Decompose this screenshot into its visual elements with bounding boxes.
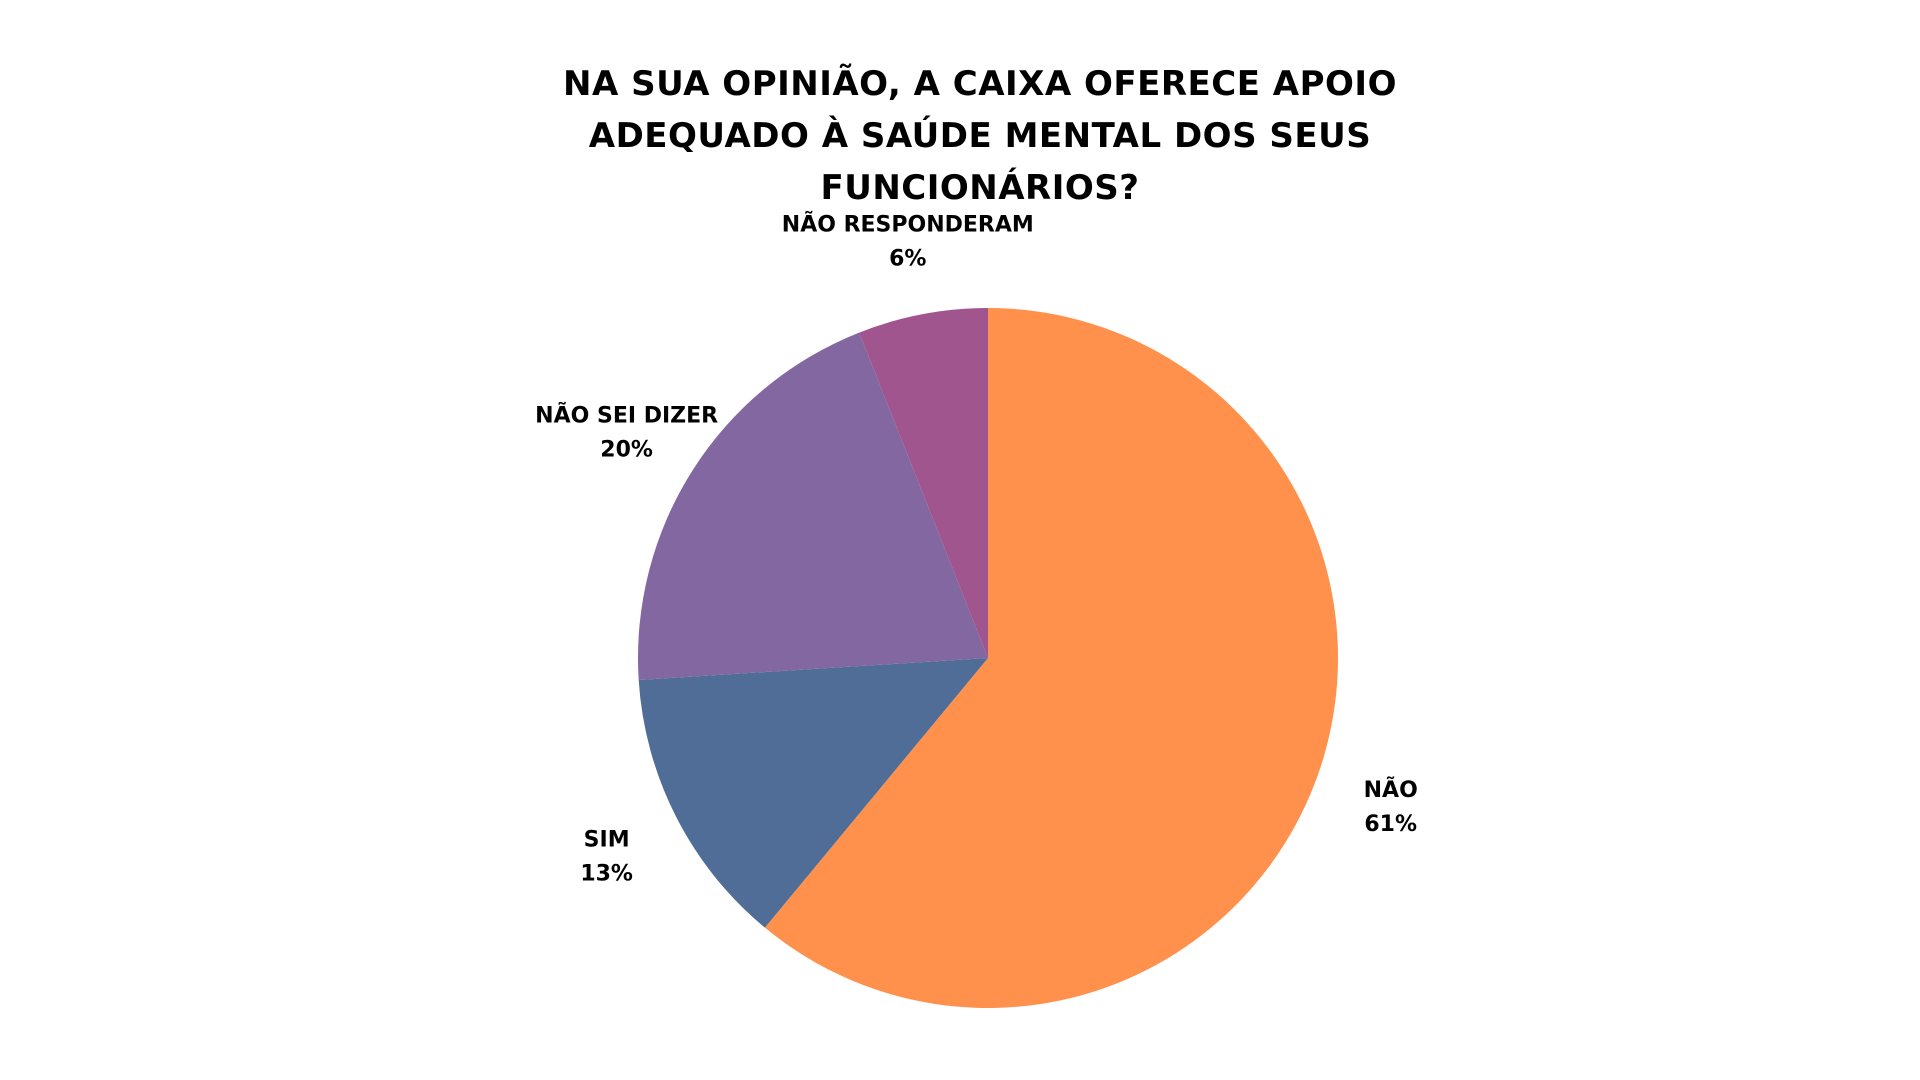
slice-label-group-nao-sei-dizer: NÃO SEI DIZER 20% <box>535 403 718 463</box>
slice-label-group-sim: SIM 13% <box>580 827 633 886</box>
slice-category-label: NÃO RESPONDERAM <box>782 212 1034 238</box>
pie-slice-nao-sei-dizer <box>638 332 988 680</box>
slice-percent-label: 6% <box>889 247 926 272</box>
pie-slice-sim <box>638 658 988 928</box>
pie-slices <box>638 308 1338 1009</box>
slice-label-group-nao-responderam: NÃO RESPONDERAM 6% <box>782 212 1034 272</box>
slice-percent-label: 61% <box>1364 812 1417 837</box>
chart-title: NA SUA OPINIÃO, A CAIXA OFERECE APOIO AD… <box>562 64 1397 208</box>
slice-label-group-nao: NÃO 61% <box>1364 777 1418 837</box>
pie-slice-nao <box>764 308 1338 1009</box>
slice-percent-label: 20% <box>600 438 653 463</box>
slice-percent-label: 13% <box>580 861 633 886</box>
slice-category-label: NÃO SEI DIZER <box>535 403 718 429</box>
pie-labels: NÃO 61% SIM 13% NÃO SEI DIZER 20% NÃO RESPONDE… <box>535 212 1418 887</box>
slice-category-label: SIM <box>584 827 630 852</box>
pie-slice-nao-responderam <box>859 308 988 658</box>
slice-category-label: NÃO <box>1364 777 1418 803</box>
